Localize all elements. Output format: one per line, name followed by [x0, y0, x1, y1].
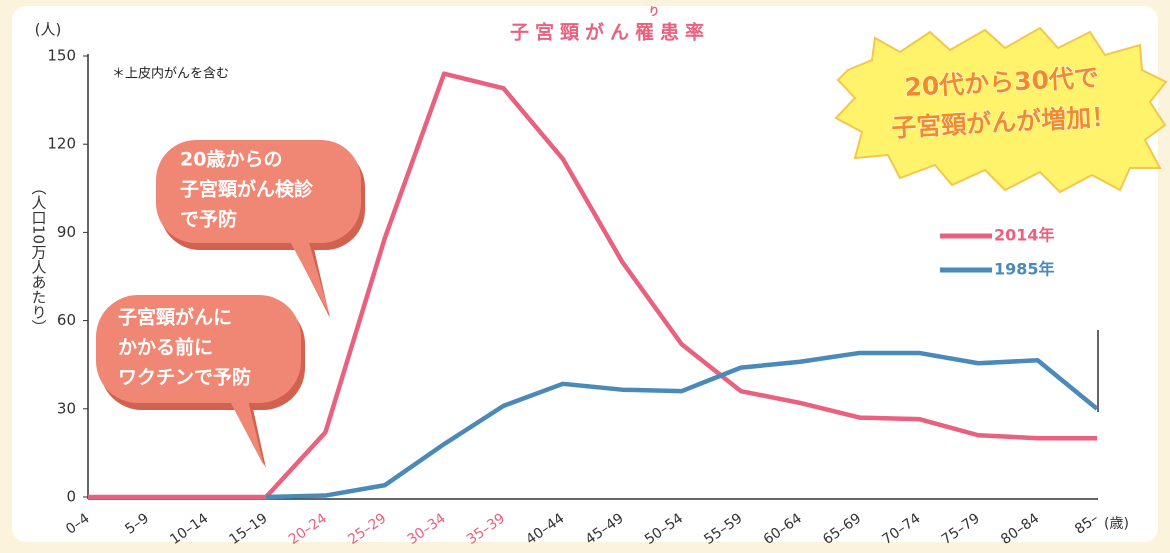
chart-title: 子宮頸がん罹患率 — [510, 21, 710, 44]
y-tick-label: 120 — [47, 135, 76, 153]
y-tick-label: 90 — [57, 223, 76, 241]
y-tick-label: 150 — [47, 47, 76, 65]
bubble-text: で予防 — [180, 208, 237, 231]
bubble-text: ワクチンで予防 — [118, 366, 251, 389]
y-tick-label: 30 — [57, 399, 76, 417]
chart: 子宮頸がん罹患率 り (人) （人口10万人あたり） (歳) ＊上皮内がんを含む… — [0, 0, 1170, 549]
note: ＊上皮内がんを含む — [112, 66, 229, 82]
title-ruby: り — [649, 5, 660, 18]
y-unit: (人) — [35, 21, 62, 39]
bubble-text: 20歳からの — [180, 149, 282, 171]
y-tick-label: 60 — [57, 311, 76, 329]
bubble-text: 子宮頸がんに — [118, 306, 232, 329]
y-tick-label: 0 — [66, 488, 76, 506]
legend-label: 1985年 — [994, 260, 1055, 279]
x-unit: (歳) — [1104, 516, 1129, 532]
y-axis-label: （人口10万人あたり） — [30, 180, 48, 334]
legend-label: 2014年 — [994, 226, 1055, 245]
bubble-text: 子宮頸がん検診 — [180, 178, 314, 201]
bubble-text: かかる前に — [118, 336, 213, 359]
